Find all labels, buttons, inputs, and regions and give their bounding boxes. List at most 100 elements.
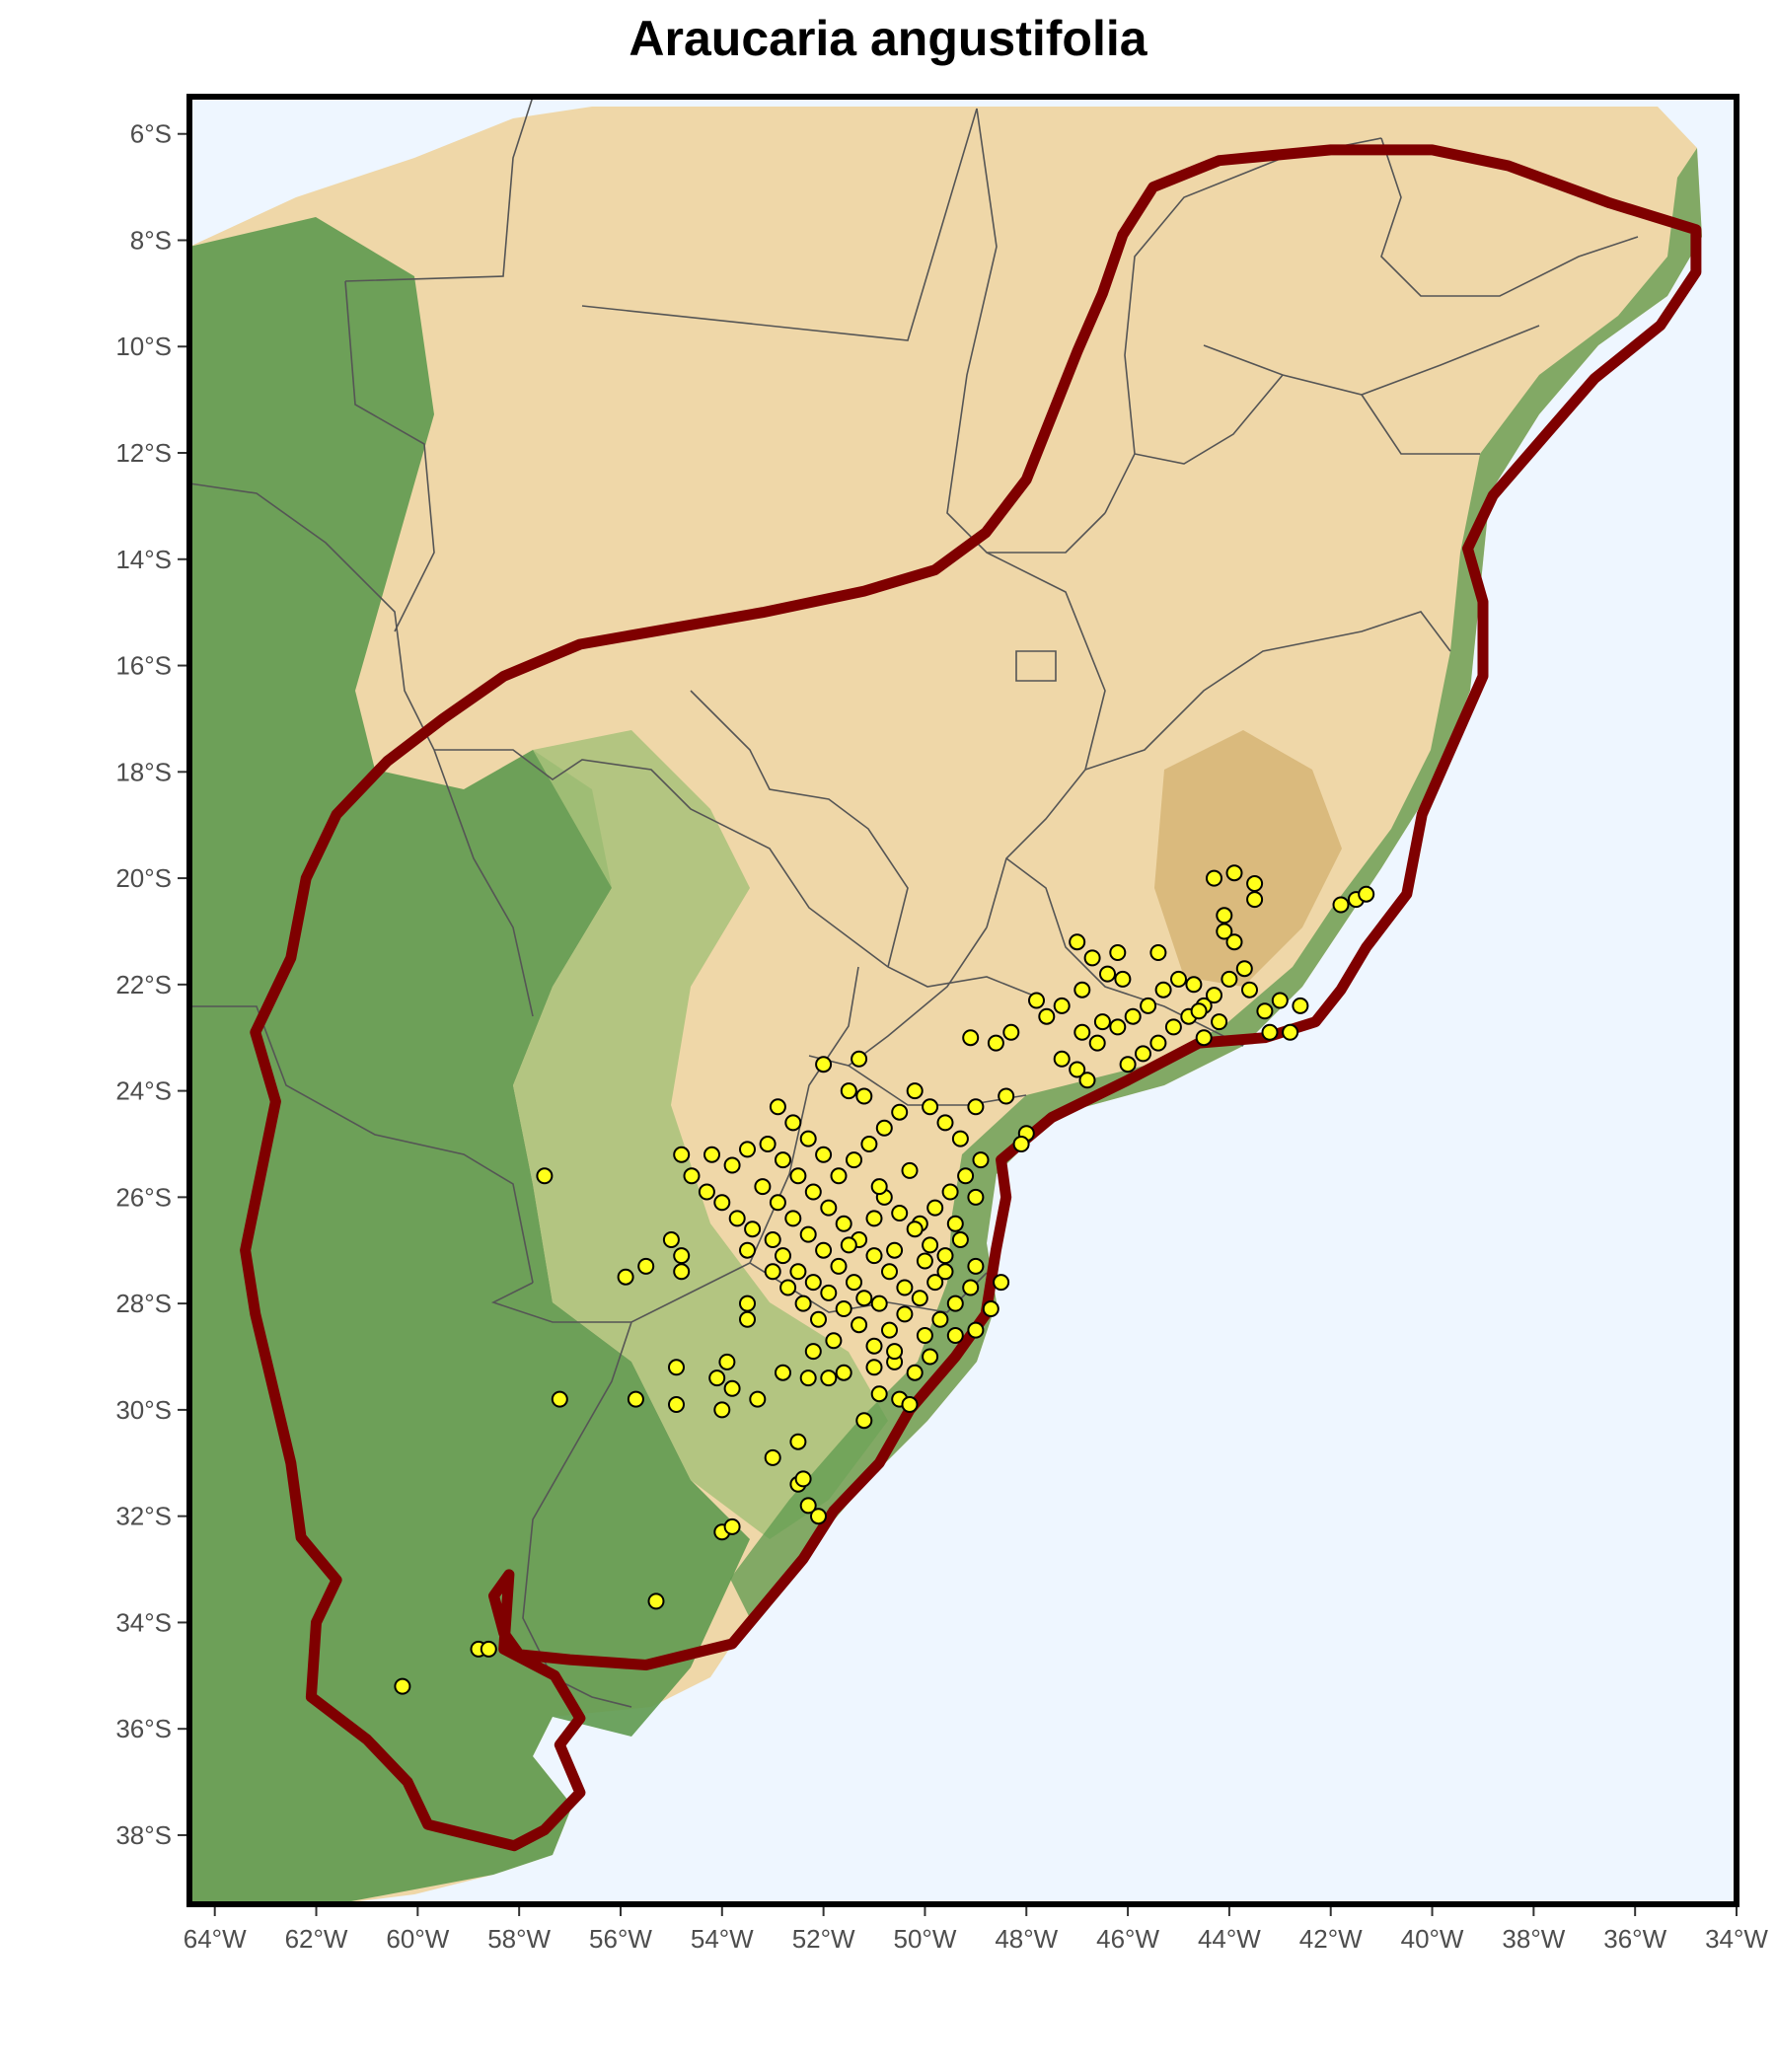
occurrence-point xyxy=(840,1082,857,1100)
occurrence-point xyxy=(946,1215,964,1232)
occurrence-point xyxy=(804,1343,822,1361)
occurrence-point xyxy=(936,1114,954,1132)
occurrence-point xyxy=(1246,875,1264,892)
occurrence-point xyxy=(865,1210,883,1227)
occurrence-point xyxy=(820,1199,838,1217)
occurrence-point xyxy=(851,1316,868,1334)
occurrence-point xyxy=(769,1194,786,1212)
occurrence-point xyxy=(394,1677,411,1695)
x-tick-label: 44°W xyxy=(1198,1924,1261,1954)
occurrence-point xyxy=(1073,981,1091,999)
y-tick-label: 10°S xyxy=(115,332,172,361)
border-line xyxy=(434,749,1037,998)
y-tick-label: 8°S xyxy=(130,225,172,255)
occurrence-point xyxy=(764,1448,781,1466)
occurrence-point xyxy=(891,1103,909,1121)
occurrence-point xyxy=(1246,891,1264,909)
occurrence-point xyxy=(1154,981,1172,999)
x-tick-label: 62°W xyxy=(285,1924,348,1954)
border-line xyxy=(189,1005,534,1284)
occurrence-point xyxy=(1135,1045,1151,1063)
occurrence-point xyxy=(865,1247,883,1265)
occurrence-point xyxy=(896,1279,914,1296)
y-tick-label: 12°S xyxy=(115,438,172,468)
occurrence-point xyxy=(744,1221,762,1238)
occurrence-point xyxy=(951,1130,969,1147)
range-polygon xyxy=(240,144,1702,1852)
occurrence-point xyxy=(662,1231,680,1248)
y-tick-label: 14°S xyxy=(115,545,172,574)
occurrence-point xyxy=(480,1640,497,1658)
occurrence-point xyxy=(673,1263,691,1281)
occurrence-point xyxy=(627,1390,644,1408)
x-tick-label: 48°W xyxy=(995,1924,1058,1954)
y-tick-label: 26°S xyxy=(115,1182,172,1212)
border-line xyxy=(433,749,534,1017)
y-tick-label: 6°S xyxy=(130,119,172,149)
occurrence-point xyxy=(759,1136,777,1152)
y-tick-label: 36°S xyxy=(115,1714,172,1743)
occurrence-point xyxy=(886,1241,904,1259)
border-line xyxy=(946,108,1106,554)
occurrence-point xyxy=(865,1359,883,1376)
occurrence-point xyxy=(967,1188,985,1206)
border-line xyxy=(344,97,534,282)
x-tick-label: 42°W xyxy=(1299,1924,1363,1954)
occurrence-point xyxy=(775,1247,791,1265)
occurrence-point xyxy=(703,1146,720,1163)
border-line xyxy=(808,926,988,1067)
occurrence-point xyxy=(1069,1061,1086,1078)
occurrence-point xyxy=(830,1257,848,1275)
occurrence-point xyxy=(799,1130,817,1147)
occurrence-point xyxy=(881,1321,898,1339)
occurrence-point xyxy=(784,1114,802,1132)
occurrence-point xyxy=(1149,944,1167,961)
occurrence-point xyxy=(1088,1034,1106,1052)
occurrence-point xyxy=(916,1252,933,1270)
occurrence-point xyxy=(698,1183,715,1201)
occurrence-point xyxy=(1109,1018,1127,1036)
occurrence-point xyxy=(1271,992,1289,1009)
x-tick-label: 64°W xyxy=(184,1924,247,1954)
political-borders xyxy=(189,97,1639,1708)
occurrence-point xyxy=(1069,933,1086,951)
occurrence-point xyxy=(860,1136,878,1152)
occurrence-point xyxy=(901,1161,919,1179)
occurrence-point xyxy=(1083,949,1101,967)
border-line xyxy=(344,280,435,632)
occurrence-point xyxy=(718,1353,736,1370)
occurrence-point xyxy=(1195,1029,1213,1047)
occurrence-point xyxy=(926,1199,944,1217)
x-tick-label: 60°W xyxy=(386,1924,449,1954)
occurrence-point xyxy=(820,1369,838,1387)
occurrence-point xyxy=(769,1098,786,1116)
occurrence-point xyxy=(1211,1013,1228,1031)
occurrence-point xyxy=(906,1364,924,1381)
occurrence-point xyxy=(668,1359,685,1376)
occurrence-point xyxy=(784,1210,802,1227)
occurrence-point xyxy=(1140,997,1157,1014)
occurrence-point xyxy=(1190,1002,1208,1020)
occurrence-point xyxy=(739,1295,756,1312)
occurrence-point xyxy=(1109,944,1127,961)
occurrence-point xyxy=(916,1327,933,1344)
occurrence-point xyxy=(875,1119,893,1137)
occurrence-point xyxy=(1053,997,1071,1014)
occurrence-point xyxy=(739,1141,756,1158)
border-line xyxy=(1134,374,1284,465)
occurrence-point xyxy=(931,1310,949,1328)
x-axis: 64°W 62°W 60°W 58°W 56°W 54°W 52°W 50°W 48°W 46°W… xyxy=(184,1907,1768,1954)
lowland-shading xyxy=(189,217,750,1904)
x-tick-label: 38°W xyxy=(1502,1924,1565,1954)
occurrence-point xyxy=(967,1257,985,1275)
land-layer xyxy=(189,107,1702,1904)
occurrence-point xyxy=(1170,970,1187,988)
occurrence-point xyxy=(1119,1056,1137,1073)
occurrence-point xyxy=(946,1295,964,1312)
occurrence-point xyxy=(967,1321,985,1339)
occurrence-point xyxy=(668,1396,685,1413)
occurrence-point xyxy=(941,1183,959,1201)
occurrence-point xyxy=(846,1274,862,1292)
occurrence-point xyxy=(957,1167,975,1185)
